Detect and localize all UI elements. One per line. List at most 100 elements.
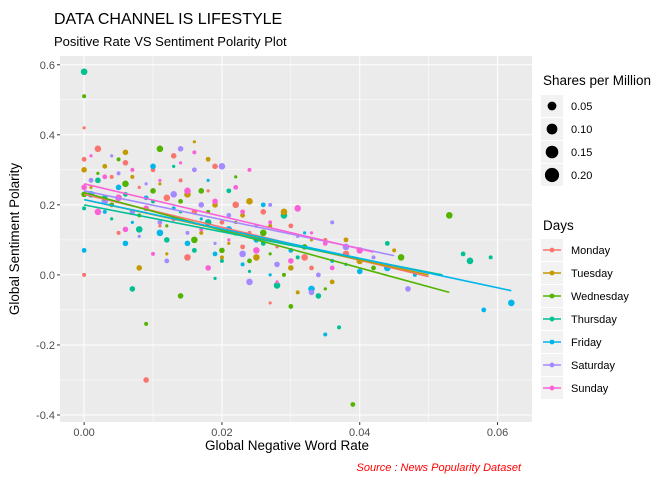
data-point xyxy=(295,255,300,260)
data-point xyxy=(227,238,231,242)
data-point xyxy=(178,161,183,165)
color-legend-dot xyxy=(549,247,555,253)
data-point xyxy=(165,252,169,256)
data-point xyxy=(260,202,266,208)
data-point xyxy=(226,212,232,218)
data-point xyxy=(177,293,184,299)
data-point xyxy=(116,171,121,176)
data-point xyxy=(199,230,204,235)
data-point xyxy=(122,180,129,188)
data-point xyxy=(350,402,356,407)
data-point xyxy=(259,229,267,237)
data-point xyxy=(405,286,411,292)
data-point xyxy=(130,220,134,224)
y-tick-label: 0.0 xyxy=(40,270,55,282)
y-axis-title: Global Sentiment Polarity xyxy=(7,163,22,316)
data-point xyxy=(192,140,196,144)
data-point xyxy=(199,217,203,221)
data-point xyxy=(81,156,87,162)
data-point xyxy=(219,255,224,260)
data-point xyxy=(129,286,136,292)
trend-line xyxy=(83,183,374,253)
size-legend-title: Shares per Million xyxy=(543,73,651,88)
data-point xyxy=(191,236,198,244)
color-legend-label: Wednesday xyxy=(571,291,629,303)
data-point xyxy=(233,184,239,190)
data-point xyxy=(212,163,218,170)
data-point xyxy=(227,241,231,245)
size-legend-label: 0.20 xyxy=(571,170,592,182)
data-point xyxy=(247,167,252,172)
x-tick-label: 0.02 xyxy=(211,427,232,439)
data-point xyxy=(165,224,169,228)
data-point xyxy=(268,202,273,207)
data-point xyxy=(508,299,515,307)
data-point xyxy=(122,226,129,233)
data-point xyxy=(246,198,253,205)
data-point xyxy=(288,258,294,264)
color-legend-dot xyxy=(549,339,555,345)
data-point xyxy=(95,177,101,184)
data-point xyxy=(309,231,314,235)
data-point xyxy=(144,182,148,186)
x-axis: 0.00 0.02 0.04 0.06 xyxy=(73,422,508,439)
data-point xyxy=(163,194,171,202)
color-legend-label: Sunday xyxy=(571,383,609,395)
data-point xyxy=(192,150,197,155)
y-tick-label: 0.4 xyxy=(40,130,55,142)
data-point xyxy=(392,248,397,253)
data-point xyxy=(309,265,314,271)
y-tick-label: -0.4 xyxy=(36,410,55,422)
trend-line xyxy=(83,191,450,294)
data-point xyxy=(205,265,211,271)
data-point xyxy=(281,272,286,277)
data-point xyxy=(136,265,143,271)
data-point xyxy=(102,209,107,214)
data-point xyxy=(212,198,218,205)
data-point xyxy=(158,178,162,182)
data-point xyxy=(315,293,322,299)
data-point xyxy=(170,153,177,159)
color-legend-dot xyxy=(549,293,555,299)
data-point xyxy=(240,209,245,215)
trend-line xyxy=(83,198,512,292)
data-point xyxy=(288,223,294,229)
data-point xyxy=(288,265,294,271)
data-point xyxy=(88,177,94,183)
size-legend-dot xyxy=(546,123,558,135)
color-legend-title: Days xyxy=(543,218,574,233)
data-point xyxy=(110,154,114,158)
chart-title: DATA CHANNEL IS LIFESTYLE xyxy=(54,11,282,28)
data-point xyxy=(226,188,232,194)
data-point xyxy=(397,254,405,261)
data-point xyxy=(130,167,135,172)
data-point xyxy=(268,301,272,305)
data-point xyxy=(329,265,335,271)
data-point xyxy=(288,304,294,309)
data-point xyxy=(156,145,164,153)
data-point xyxy=(198,188,205,194)
data-point xyxy=(185,230,190,235)
data-point xyxy=(240,212,245,218)
data-point xyxy=(135,226,143,233)
trend-lines xyxy=(83,183,512,294)
data-point xyxy=(488,255,493,260)
data-point xyxy=(206,178,210,182)
data-point xyxy=(144,321,149,326)
data-point xyxy=(303,231,307,235)
data-point xyxy=(81,167,87,173)
x-tick-label: 0.00 xyxy=(73,427,94,439)
data-point xyxy=(184,187,191,195)
data-point xyxy=(150,188,156,194)
data-point xyxy=(102,163,108,169)
data-point xyxy=(253,254,260,261)
data-point xyxy=(337,325,342,330)
data-point xyxy=(253,247,260,254)
size-legend-dot xyxy=(545,145,559,159)
x-tick-label: 0.04 xyxy=(349,427,370,439)
data-point xyxy=(260,209,267,215)
data-point xyxy=(247,269,252,273)
data-point xyxy=(184,254,191,261)
data-point xyxy=(172,164,176,168)
